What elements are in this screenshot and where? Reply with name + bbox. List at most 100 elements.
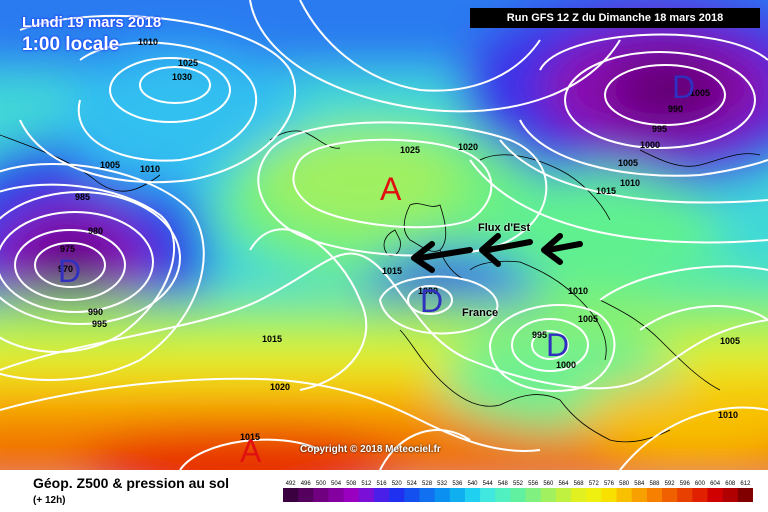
isobar-label: 1005	[618, 158, 638, 168]
legend-swatch	[480, 488, 496, 502]
legend-tick-label: 544	[483, 481, 494, 487]
legend-swatch	[358, 488, 375, 502]
isobar-label: 1005	[578, 314, 598, 324]
low-pressure-center: D	[546, 327, 569, 363]
isobars	[0, 0, 768, 470]
legend-swatch	[495, 488, 511, 502]
legend-tick-label: 548	[498, 481, 509, 487]
isobar-label: 1010	[138, 37, 158, 47]
legend-tick-label: 568	[574, 481, 585, 487]
legend-swatch	[646, 488, 663, 502]
legend-swatch	[510, 488, 527, 502]
legend-tick-label: 612	[740, 481, 751, 487]
isobar-label: 1010	[140, 164, 160, 174]
legend-tick-label: 580	[619, 481, 630, 487]
forecast-date: Lundi 19 mars 2018	[22, 14, 162, 31]
isobar-label: 1005	[100, 160, 120, 170]
france-label: France	[462, 307, 499, 319]
legend-swatch	[434, 488, 451, 502]
arrowhead-1	[411, 241, 435, 273]
isobar-label: 1025	[400, 145, 420, 155]
low-pressure-center: D	[672, 69, 695, 105]
isobar-label: 995	[652, 124, 667, 134]
isobar-label: 1010	[568, 286, 588, 296]
legend-tick-label: 556	[528, 481, 539, 487]
legend-tick-label: 524	[407, 481, 418, 487]
legend-swatch	[328, 488, 345, 502]
legend-tick-label: 608	[725, 481, 736, 487]
legend-tick-label: 596	[680, 481, 691, 487]
isobar-label: 990	[88, 307, 103, 317]
arrowhead-2	[479, 233, 501, 267]
legend-swatch	[449, 488, 466, 502]
model-run-label: Run GFS 12 Z du Dimanche 18 mars 2018	[470, 8, 760, 28]
isobar-label: 1030	[172, 72, 192, 82]
legend-tick-label: 552	[513, 481, 524, 487]
legend-tick-label: 600	[695, 481, 706, 487]
isobar-label: 985	[75, 192, 90, 202]
high-pressure-center: A	[380, 171, 402, 207]
legend-swatch	[571, 488, 587, 502]
legend-swatch	[343, 488, 360, 502]
isobar-label: 1015	[262, 334, 282, 344]
legend-tick-label: 532	[437, 481, 448, 487]
isobar-label: 1015	[240, 432, 260, 442]
isobar-label: 1010	[718, 410, 738, 420]
legend-tick-label: 592	[665, 481, 676, 487]
legend-tick-label: 520	[392, 481, 403, 487]
pressure-centers: A A D D D D	[58, 69, 695, 469]
legend-swatch	[283, 488, 299, 502]
isobar-label: 1000	[418, 286, 438, 296]
coastlines	[0, 130, 761, 443]
legend-tick-label: 560	[543, 481, 554, 487]
isobar-label: 1005	[690, 88, 710, 98]
isobar-label: 1000	[640, 140, 660, 150]
isobar-label: 1020	[458, 142, 478, 152]
legend-tick-label: 496	[301, 481, 312, 487]
legend-swatch	[586, 488, 602, 502]
low-pressure-center: D	[58, 253, 81, 289]
legend-swatch	[313, 488, 329, 502]
isobar-label: 990	[668, 104, 683, 114]
legend-swatch	[373, 488, 390, 502]
isobar-label: 995	[92, 319, 107, 329]
legend-tick-label: 508	[346, 481, 357, 487]
legend-swatch	[464, 488, 481, 502]
isobar-label: 1015	[382, 266, 402, 276]
legend-tick-label: 576	[604, 481, 615, 487]
legend-swatch	[662, 488, 678, 502]
isobar-label: 1015	[596, 186, 616, 196]
legend-swatch	[419, 488, 436, 502]
copyright: Copyright © 2018 Meteociel.fr	[300, 444, 441, 455]
isobar-label: 980	[88, 226, 103, 236]
legend-swatch	[737, 488, 753, 502]
low-pressure-center: D	[420, 283, 443, 319]
high-pressure-center: A	[240, 433, 262, 469]
arrowhead-3	[541, 233, 563, 265]
forecast-step: (+ 12h)	[33, 495, 66, 506]
isobar-label: 1025	[178, 58, 198, 68]
legend-swatch	[389, 488, 405, 502]
isobar-label: 995	[532, 330, 547, 340]
legend-swatch	[677, 488, 693, 502]
legend-swatch	[616, 488, 633, 502]
isobar-label: 1010	[620, 178, 640, 188]
legend-tick-label: 504	[331, 481, 342, 487]
z500-field	[0, 0, 768, 470]
isobar-label: 1005	[720, 336, 740, 346]
legend-tick-label: 564	[558, 481, 569, 487]
legend-swatch	[298, 488, 314, 502]
legend-tick-label: 492	[286, 481, 297, 487]
flux-annotation: Flux d'Est	[478, 222, 531, 234]
legend-swatch	[540, 488, 557, 502]
legend-tick-label: 540	[468, 481, 479, 487]
legend-tick-label: 604	[710, 481, 721, 487]
legend-swatch	[707, 488, 724, 502]
arrow-flux-2	[485, 239, 533, 253]
flow-arrows	[411, 233, 583, 273]
legend-tick-label: 500	[316, 481, 327, 487]
legend-swatch	[631, 488, 648, 502]
